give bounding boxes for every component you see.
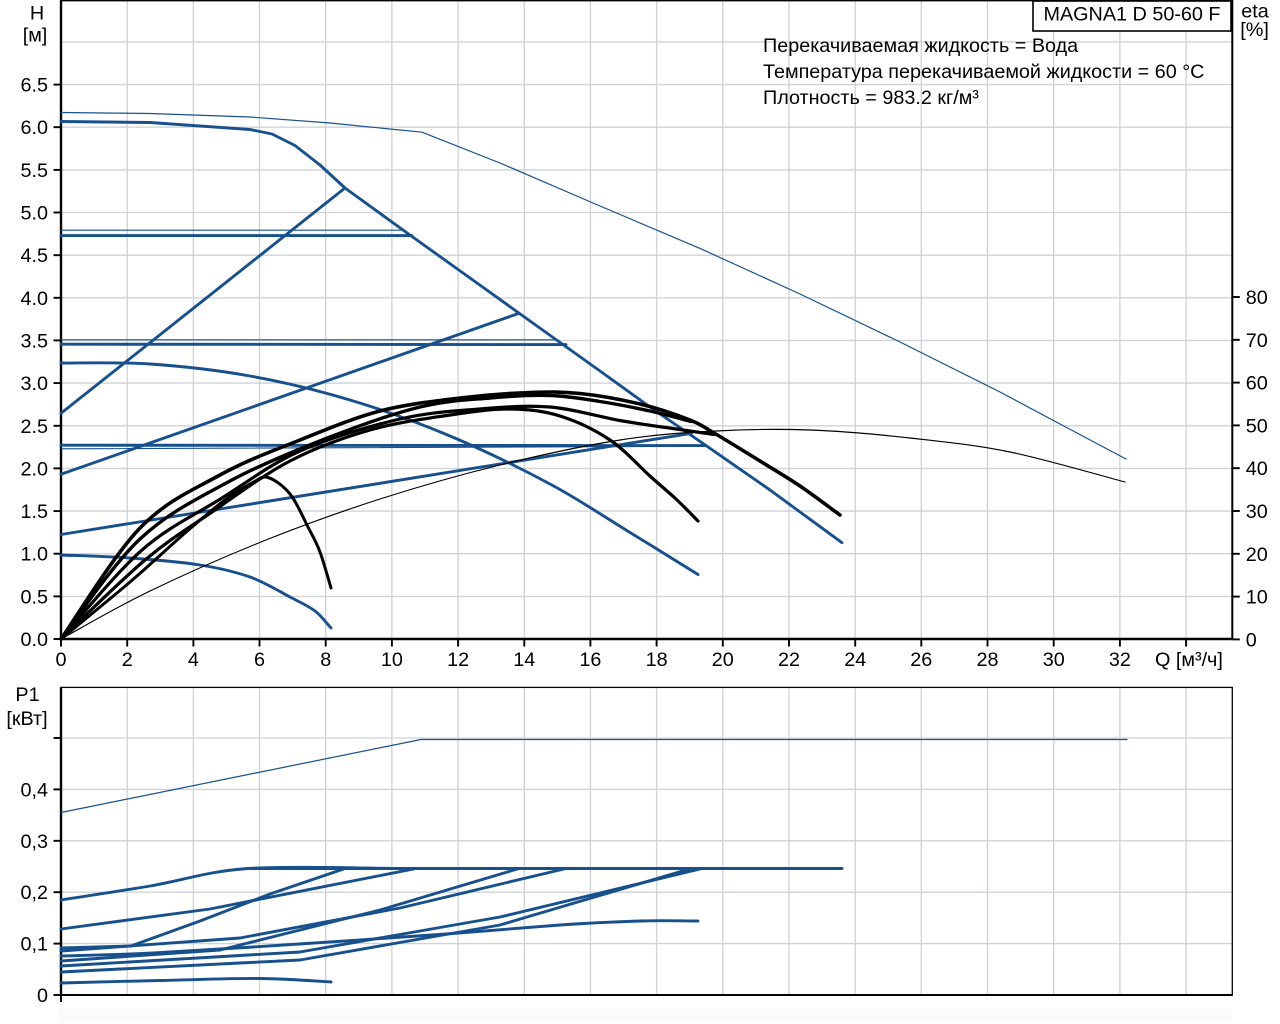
svg-text:4.5: 4.5 xyxy=(21,245,49,267)
svg-text:18: 18 xyxy=(646,649,668,671)
svg-text:24: 24 xyxy=(844,649,866,671)
svg-text:10: 10 xyxy=(1246,587,1268,609)
svg-text:50: 50 xyxy=(1246,415,1268,437)
svg-text:3.5: 3.5 xyxy=(21,330,49,352)
svg-text:28: 28 xyxy=(976,649,998,671)
svg-text:4: 4 xyxy=(188,649,199,671)
svg-text:[кВт]: [кВт] xyxy=(6,708,47,730)
svg-text:MAGNA1 D 50-60 F: MAGNA1 D 50-60 F xyxy=(1044,4,1221,26)
svg-text:H: H xyxy=(30,3,44,25)
svg-text:5.5: 5.5 xyxy=(21,160,49,182)
svg-text:2.5: 2.5 xyxy=(21,416,49,438)
svg-text:0: 0 xyxy=(55,649,66,671)
svg-text:0.0: 0.0 xyxy=(21,629,49,651)
svg-text:20: 20 xyxy=(1246,544,1268,566)
svg-text:0,2: 0,2 xyxy=(21,882,49,904)
svg-text:3.0: 3.0 xyxy=(21,373,49,395)
svg-text:Температура перекачиваемой жид: Температура перекачиваемой жидкости = 60… xyxy=(763,61,1204,83)
svg-text:1.0: 1.0 xyxy=(21,544,49,566)
svg-text:22: 22 xyxy=(778,649,800,671)
svg-text:12: 12 xyxy=(447,649,469,671)
svg-text:4.0: 4.0 xyxy=(21,288,49,310)
svg-text:70: 70 xyxy=(1246,330,1268,352)
svg-text:10: 10 xyxy=(381,649,403,671)
svg-text:80: 80 xyxy=(1246,287,1268,309)
svg-text:2.0: 2.0 xyxy=(21,458,49,480)
svg-text:6: 6 xyxy=(254,649,265,671)
svg-text:30: 30 xyxy=(1043,649,1065,671)
svg-text:Q [м³/ч]: Q [м³/ч] xyxy=(1155,649,1223,671)
svg-text:Плотность = 983.2 кг/м³: Плотность = 983.2 кг/м³ xyxy=(763,87,979,109)
svg-text:60: 60 xyxy=(1246,373,1268,395)
svg-text:0,1: 0,1 xyxy=(21,934,49,956)
svg-text:5.0: 5.0 xyxy=(21,203,49,225)
svg-text:1.5: 1.5 xyxy=(21,501,49,523)
svg-text:32: 32 xyxy=(1109,649,1131,671)
svg-text:0: 0 xyxy=(1246,629,1257,651)
svg-text:0: 0 xyxy=(37,985,48,1007)
svg-text:40: 40 xyxy=(1246,458,1268,480)
svg-text:20: 20 xyxy=(712,649,734,671)
svg-text:0,4: 0,4 xyxy=(21,779,49,801)
svg-text:2: 2 xyxy=(122,649,133,671)
svg-text:P1: P1 xyxy=(15,684,39,706)
svg-text:26: 26 xyxy=(910,649,932,671)
svg-text:[м]: [м] xyxy=(23,25,48,47)
svg-text:eta: eta xyxy=(1241,1,1269,23)
svg-text:14: 14 xyxy=(513,649,535,671)
svg-text:0.5: 0.5 xyxy=(21,586,49,608)
svg-text:Перекачиваемая жидкость = Вода: Перекачиваемая жидкость = Вода xyxy=(763,35,1078,57)
svg-text:6.0: 6.0 xyxy=(21,117,49,139)
svg-text:0,3: 0,3 xyxy=(21,831,49,853)
svg-text:16: 16 xyxy=(579,649,601,671)
svg-text:[%]: [%] xyxy=(1240,19,1269,41)
svg-text:6.5: 6.5 xyxy=(21,75,49,97)
svg-text:30: 30 xyxy=(1246,501,1268,523)
svg-text:8: 8 xyxy=(320,649,331,671)
